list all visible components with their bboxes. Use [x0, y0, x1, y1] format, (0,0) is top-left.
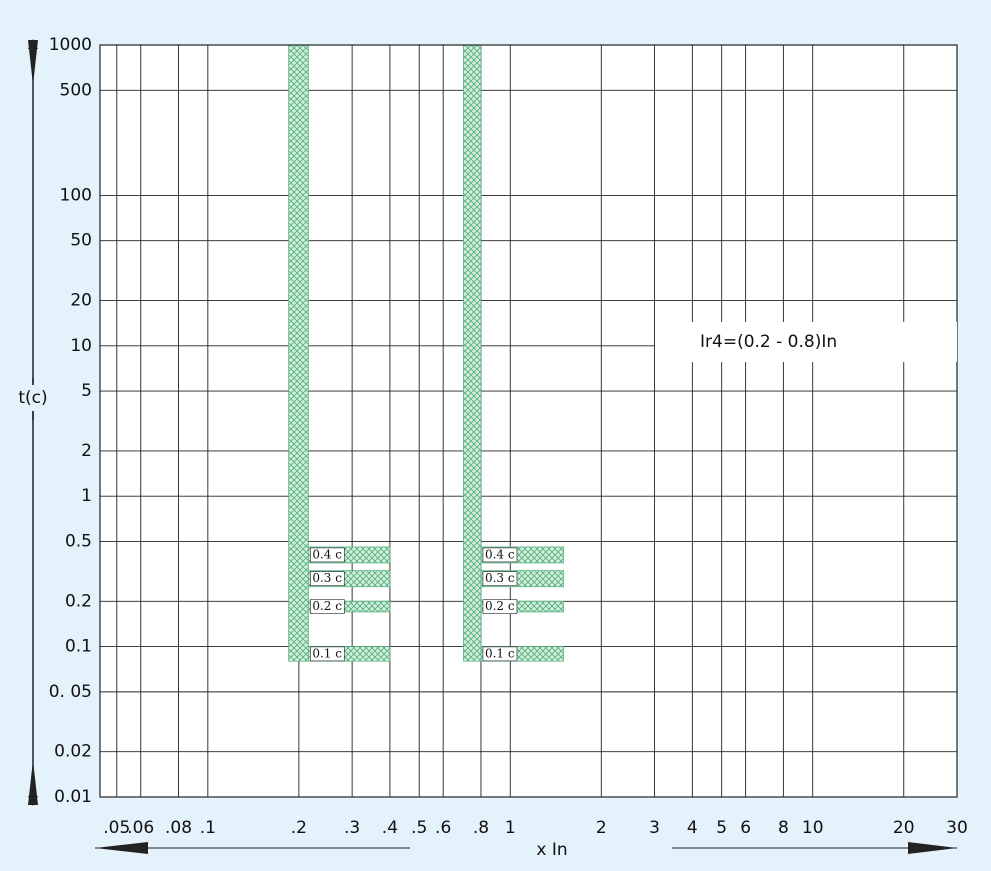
delay-label-bg: [310, 571, 345, 586]
x-tick-label: 2: [596, 818, 607, 838]
x-tick-label: .3: [344, 818, 360, 838]
delay-label-bg: [310, 547, 345, 563]
y-tick-label: 1: [81, 486, 92, 506]
pickup-band: [463, 44, 482, 662]
x-tick-label: .08: [165, 818, 192, 838]
delay-label-bg: [482, 547, 518, 563]
x-tick-label: .4: [382, 818, 398, 838]
x-tick-label: .2: [291, 818, 307, 838]
y-tick-label: 500: [60, 80, 92, 100]
x-tick-label: 8: [778, 818, 789, 838]
delay-label: 0.2 c: [485, 599, 515, 613]
y-tick-label: 1000: [49, 35, 92, 55]
y-tick-label: 0.5: [65, 531, 92, 551]
y-tick-label: 0. 05: [49, 682, 92, 702]
y-tick-label: 0.01: [54, 787, 92, 807]
delay-label: 0.1 c: [485, 646, 515, 660]
y-tick-label: 50: [70, 231, 92, 251]
plot-frame: [99, 44, 958, 798]
x-tick-label: 20: [893, 818, 915, 838]
label-bg: [16, 385, 56, 411]
y-tick-label: 10: [70, 336, 92, 356]
delay-label-bg: [310, 599, 345, 614]
annotation: Ir4=(0.2 - 0.8)In: [700, 332, 837, 352]
delay-label: 0.2 c: [312, 599, 342, 613]
x-tick-label: 10: [802, 818, 824, 838]
delay-label: 0.1 c: [312, 646, 342, 660]
x-tick-label: 1: [505, 818, 516, 838]
x-axis-label: x In: [536, 840, 567, 860]
marks: 0.4 c 0.3 c 0.2 c 0.1 c 0.4 c 0.3 c 0.2 c 0.1 c: [288, 44, 564, 662]
y-tick-label: 2: [81, 441, 92, 461]
x-arrowhead: [95, 842, 148, 854]
x-tick-label: 4: [687, 818, 698, 838]
x-arrowhead: [908, 842, 957, 854]
x-tick-label: 6: [740, 818, 751, 838]
plot-area: [100, 45, 957, 797]
x-tick-label: 30: [946, 818, 968, 838]
x-tick-label: .6: [435, 818, 451, 838]
delay-band: [307, 600, 391, 613]
y-tick-label: 20: [70, 291, 92, 311]
x-tick-label: 5: [716, 818, 727, 838]
y-tick-label: 100: [60, 185, 92, 205]
delay-label-bg: [482, 571, 518, 586]
x-tick-label: .8: [473, 818, 489, 838]
y-tick-label: 0.02: [54, 742, 92, 762]
delay-label-bg: [482, 646, 518, 662]
x-tick-label: .06: [127, 818, 154, 838]
y-axis-label: t(c): [18, 388, 47, 408]
x-tick-label: .5: [411, 818, 427, 838]
y-tick-label: 5: [81, 381, 92, 401]
x-tick-label: .1: [200, 818, 216, 838]
x-tick-label: 3: [649, 818, 660, 838]
delay-label: 0.3 c: [485, 571, 515, 585]
delay-label-bg: [482, 599, 518, 614]
y-tick-label: 0.2: [65, 591, 92, 611]
delay-label: 0.3 c: [312, 571, 342, 585]
annotation-box: [655, 322, 957, 362]
delay-label-bg: [310, 646, 345, 662]
delay-label: 0.4 c: [312, 547, 342, 561]
delay-label: 0.4 c: [485, 547, 515, 561]
delay-band: [480, 600, 564, 613]
x-tick-label: .05: [103, 818, 130, 838]
y-tick-label: 0.1: [65, 637, 92, 657]
pickup-band: [288, 44, 309, 662]
